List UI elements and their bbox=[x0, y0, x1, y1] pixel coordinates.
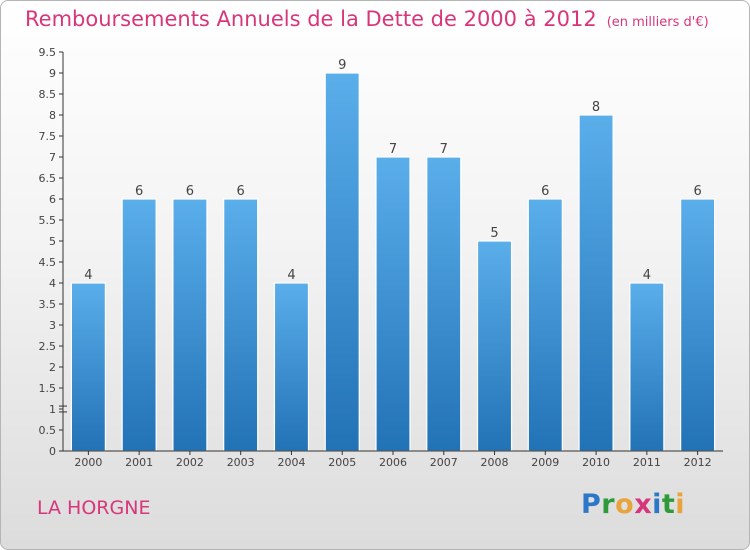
bar-2007 bbox=[426, 156, 462, 452]
y-tick-label: 6.5 bbox=[39, 172, 57, 185]
y-axis: 0 0.5 1 1.5 2 2.5 3 3.5 4 4.5 5 5.5 6 6.5 7 7.5 8 8.5 9 9.5 bbox=[39, 46, 67, 458]
y-tick-label: 7.5 bbox=[39, 130, 57, 143]
y-tick-label: 8 bbox=[49, 109, 56, 122]
y-tick-label: 1.5 bbox=[39, 382, 57, 395]
y-tick-label: 9.5 bbox=[39, 46, 57, 59]
bar-value-label: 6 bbox=[541, 184, 549, 199]
y-tick-label: 4.5 bbox=[39, 256, 57, 269]
bar-value-label: 5 bbox=[490, 226, 498, 241]
bar-2008 bbox=[476, 240, 513, 452]
y-tick-label: 4 bbox=[49, 277, 56, 290]
logo-letter: t bbox=[661, 489, 676, 520]
bar-2010 bbox=[578, 114, 614, 452]
y-tick-label: 7 bbox=[49, 151, 56, 164]
x-tick-label: 2008 bbox=[481, 456, 509, 469]
y-tick-label: 0.5 bbox=[39, 424, 57, 437]
x-tick-label: 2012 bbox=[684, 456, 712, 469]
bar-value-label: 6 bbox=[186, 184, 194, 199]
bar-2000 bbox=[70, 282, 106, 452]
bar-2004 bbox=[273, 282, 310, 452]
y-tick-label: 3 bbox=[49, 319, 56, 332]
bar-value-label: 4 bbox=[643, 268, 651, 283]
logo-letter: i bbox=[652, 489, 662, 520]
x-tick-label: 2010 bbox=[582, 456, 610, 469]
logo-letter: o bbox=[615, 489, 635, 520]
x-tick-label: 2011 bbox=[633, 456, 661, 469]
x-tick-label: 2009 bbox=[531, 456, 559, 469]
logo-letter: r bbox=[601, 489, 616, 520]
bar-value-label: 4 bbox=[84, 268, 92, 283]
bar-value-label: 7 bbox=[389, 142, 397, 157]
x-axis: 2000 2001 2002 2003 2004 2005 2006 2007 2008 2009… bbox=[63, 450, 723, 469]
bar-value-label: 6 bbox=[135, 184, 143, 199]
chart-title: Remboursements Annuels de la Dette de 20… bbox=[25, 7, 709, 31]
bar-value-label: 9 bbox=[338, 58, 346, 73]
chart-unit: (en milliers d'€) bbox=[606, 15, 709, 30]
bar-2005 bbox=[324, 72, 360, 452]
y-tick-label: 3.5 bbox=[39, 298, 57, 311]
x-tick-label: 2006 bbox=[379, 456, 407, 469]
bar-2011 bbox=[629, 282, 665, 452]
logo-letter: P bbox=[581, 489, 602, 520]
bar-2001 bbox=[121, 198, 157, 452]
y-tick-label: 8.5 bbox=[39, 88, 57, 101]
y-tick-label: 2.5 bbox=[39, 340, 57, 353]
logo-letter: x bbox=[634, 489, 653, 520]
x-tick-label: 2002 bbox=[176, 456, 204, 469]
bar-value-label: 7 bbox=[440, 142, 448, 157]
bar-2012 bbox=[680, 198, 716, 452]
bar-value-label: 4 bbox=[287, 268, 295, 283]
commune-name: LA HORGNE bbox=[37, 497, 151, 519]
x-tick-label: 2001 bbox=[125, 456, 153, 469]
x-tick-label: 2000 bbox=[74, 456, 102, 469]
bars: 4 6 6 6 4 9 7 7 5 6 8 4 6 bbox=[70, 58, 716, 452]
chart-title-text: Remboursements Annuels de la Dette de 20… bbox=[25, 7, 597, 31]
y-tick-label: 5.5 bbox=[39, 214, 57, 227]
y-tick-label: 0 bbox=[49, 445, 56, 458]
x-tick-label: 2004 bbox=[277, 456, 305, 469]
x-tick-label: 2003 bbox=[227, 456, 255, 469]
x-tick-label: 2007 bbox=[430, 456, 458, 469]
bar-value-label: 6 bbox=[237, 184, 245, 199]
bar-2003 bbox=[223, 198, 259, 452]
proxiti-logo: Proxiti bbox=[581, 489, 685, 520]
y-tick-label: 2 bbox=[49, 361, 56, 374]
bar-2006 bbox=[375, 156, 411, 452]
bar-value-label: 8 bbox=[592, 100, 600, 115]
bar-2002 bbox=[172, 198, 208, 452]
bar-value-label: 6 bbox=[693, 184, 701, 199]
logo-letter: i bbox=[675, 489, 686, 520]
y-tick-label: 1 bbox=[49, 403, 56, 416]
y-tick-label: 5 bbox=[49, 235, 56, 248]
bar-2009 bbox=[527, 198, 563, 452]
x-tick-label: 2005 bbox=[328, 456, 356, 469]
y-tick-label: 6 bbox=[49, 193, 56, 206]
y-tick-label: 9 bbox=[49, 67, 56, 80]
